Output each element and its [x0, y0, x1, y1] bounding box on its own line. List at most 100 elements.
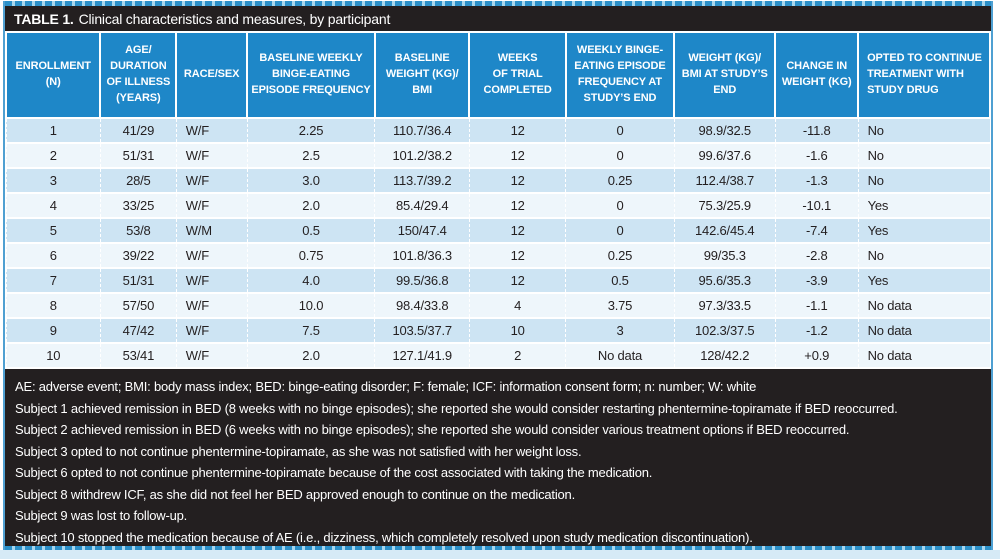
- table-cell: 12: [468, 242, 567, 269]
- table-body: 1 41/29 W/F 2.25 110.7/36.4 12 0 98.9/32.5 -11.8…: [5, 117, 991, 369]
- table-cell: No: [857, 242, 991, 269]
- table-cell: 51/31: [99, 267, 177, 294]
- table-cell: 150/47.4: [374, 217, 470, 244]
- table-cell: 97.3/33.5: [673, 292, 776, 319]
- footnote-line: Subject 8 withdrew ICF, as she did not f…: [15, 486, 575, 502]
- table-cell: 2.25: [246, 117, 376, 144]
- table-cell: 95.6/35.3: [673, 267, 776, 294]
- table-cell: 103.5/37.7: [374, 317, 470, 344]
- top-dashed-border: [5, 1, 991, 6]
- table-row: 3 28/5 W/F 3.0 113.7/39.2 12 0.25 112.4/38.7 -1.…: [5, 167, 991, 194]
- header-row: ENROLLMENT (N) AGE/ DURATION OF ILLNESS (…: [4, 31, 991, 119]
- column-header: WEIGHT (KG)/ BMI AT STUDY’S END: [673, 31, 777, 119]
- table-row: 5 53/8 W/M 0.5 150/47.4 12 0 142.6/45.4 -7.4 Yes: [5, 217, 991, 244]
- footnote-line: Subject 9 was lost to follow-up.: [15, 508, 188, 523]
- clinical-characteristics-table: ENROLLMENT (N) AGE/ DURATION OF ILLNESS (…: [4, 31, 991, 369]
- table-cell: -11.8: [774, 117, 859, 144]
- footnote-line: Subject 6 opted to not continue phenterm…: [15, 465, 653, 480]
- table-cell: No data: [565, 342, 675, 369]
- table-cell: 12: [468, 217, 567, 244]
- table-cell: No data: [857, 317, 991, 344]
- table-cell: 2: [468, 342, 567, 369]
- table-row: 4 33/25 W/F 2.0 85.4/29.4 12 0 75.3/25.9 -10.1 Ye…: [5, 192, 991, 219]
- table-cell: -1.2: [774, 317, 859, 344]
- table-frame: TABLE 1. Clinical characteristics and me…: [3, 1, 993, 550]
- table-cell: 0.25: [565, 167, 675, 194]
- table-title-text: Clinical characteristics and measures, b…: [78, 10, 391, 27]
- table-cell: Yes: [857, 217, 991, 244]
- table-cell: W/F: [175, 242, 248, 269]
- table-cell: 102.3/37.5: [673, 317, 776, 344]
- column-header: ENROLLMENT (N): [4, 31, 102, 119]
- table-cell: 1: [5, 117, 101, 144]
- table-cell: 127.1/41.9: [374, 342, 470, 369]
- table-row: 7 51/31 W/F 4.0 99.5/36.8 12 0.5 95.6/35.3 -3.9 Y…: [5, 267, 991, 294]
- column-header: BASELINE WEEKLY BINGE-EATING EPISODE FRE…: [246, 31, 376, 119]
- table-cell: 0.5: [246, 217, 376, 244]
- table-header: ENROLLMENT (N) AGE/ DURATION OF ILLNESS (…: [4, 31, 991, 119]
- table-cell: Yes: [857, 267, 991, 294]
- table-cell: 128/42.2: [673, 342, 776, 369]
- table-cell: -1.1: [774, 292, 859, 319]
- table-cell: 41/29: [99, 117, 177, 144]
- table-title-bar: TABLE 1. Clinical characteristics and me…: [5, 6, 991, 31]
- table-row: 8 57/50 W/F 10.0 98.4/33.8 4 3.75 97.3/33.5 -1.1…: [5, 292, 991, 319]
- table-cell: 51/31: [99, 142, 177, 169]
- table-cell: 110.7/36.4: [374, 117, 470, 144]
- table-cell: 101.8/36.3: [374, 242, 470, 269]
- table-cell: No: [857, 167, 991, 194]
- column-header: BASELINE WEIGHT (KG)/ BMI: [373, 31, 471, 119]
- table-cell: 101.2/38.2: [374, 142, 470, 169]
- table-cell: 7.5: [246, 317, 376, 344]
- table-cell: 39/22: [99, 242, 177, 269]
- table-cell: 10.0: [246, 292, 376, 319]
- table-cell: W/F: [175, 167, 248, 194]
- table-cell: 12: [468, 192, 567, 219]
- table-cell: 8: [5, 292, 101, 319]
- table-row: 6 39/22 W/F 0.75 101.8/36.3 12 0.25 99/35.3 -2.8…: [5, 242, 991, 269]
- footnote-line: AE: adverse event; BMI: body mass index;…: [15, 379, 757, 394]
- table-cell: 33/25: [99, 192, 177, 219]
- table-cell: 28/5: [99, 167, 177, 194]
- table-cell: 2.5: [246, 142, 376, 169]
- table-cell: 3.0: [246, 167, 376, 194]
- bottom-dashed-border: [5, 546, 991, 550]
- footnote-line: Subject 2 achieved remission in BED (6 w…: [15, 422, 850, 437]
- table-cell: 57/50: [99, 292, 177, 319]
- table-cell: Yes: [857, 192, 991, 219]
- table-cell: 47/42: [99, 317, 177, 344]
- table-cell: 3: [565, 317, 675, 344]
- table-cell: 99.6/37.6: [673, 142, 776, 169]
- table-cell: -1.6: [774, 142, 859, 169]
- table-cell: -7.4: [774, 217, 859, 244]
- table-cell: 7: [5, 267, 101, 294]
- column-header: RACE/SEX: [175, 31, 249, 119]
- table-cell: 99.5/36.8: [374, 267, 470, 294]
- table-cell: W/F: [175, 317, 248, 344]
- table-row: 2 51/31 W/F 2.5 101.2/38.2 12 0 99.6/37.6 -1.6 No: [5, 142, 991, 169]
- table-cell: 12: [468, 117, 567, 144]
- table-cell: W/F: [175, 192, 248, 219]
- table-cell: 75.3/25.9: [673, 192, 776, 219]
- table-row: 1 41/29 W/F 2.25 110.7/36.4 12 0 98.9/32.5 -11.8…: [5, 117, 991, 144]
- table-cell: 2.0: [246, 342, 376, 369]
- table-row: 9 47/42 W/F 7.5 103.5/37.7 10 3 102.3/37.5 -1.2 N…: [5, 317, 991, 344]
- table-cell: -1.3: [774, 167, 859, 194]
- table-cell: 2: [5, 142, 101, 169]
- table-cell: 98.9/32.5: [673, 117, 776, 144]
- table-cell: 113.7/39.2: [374, 167, 470, 194]
- table-cell: 3: [5, 167, 101, 194]
- table-cell: -10.1: [774, 192, 859, 219]
- table-cell: 0.25: [565, 242, 675, 269]
- table-cell: 0: [565, 117, 675, 144]
- table-cell: 0.5: [565, 267, 675, 294]
- column-header: WEEKLY BINGE- EATING EPISODE FREQUENCY A…: [564, 31, 676, 119]
- table-cell: +0.9: [774, 342, 859, 369]
- table-cell: W/F: [175, 117, 248, 144]
- table-cell: 53/41: [99, 342, 177, 369]
- table-cell: W/M: [175, 217, 248, 244]
- table-cell: No: [857, 117, 991, 144]
- table-cell: 6: [5, 242, 101, 269]
- table-cell: W/F: [175, 342, 248, 369]
- table-cell: 12: [468, 267, 567, 294]
